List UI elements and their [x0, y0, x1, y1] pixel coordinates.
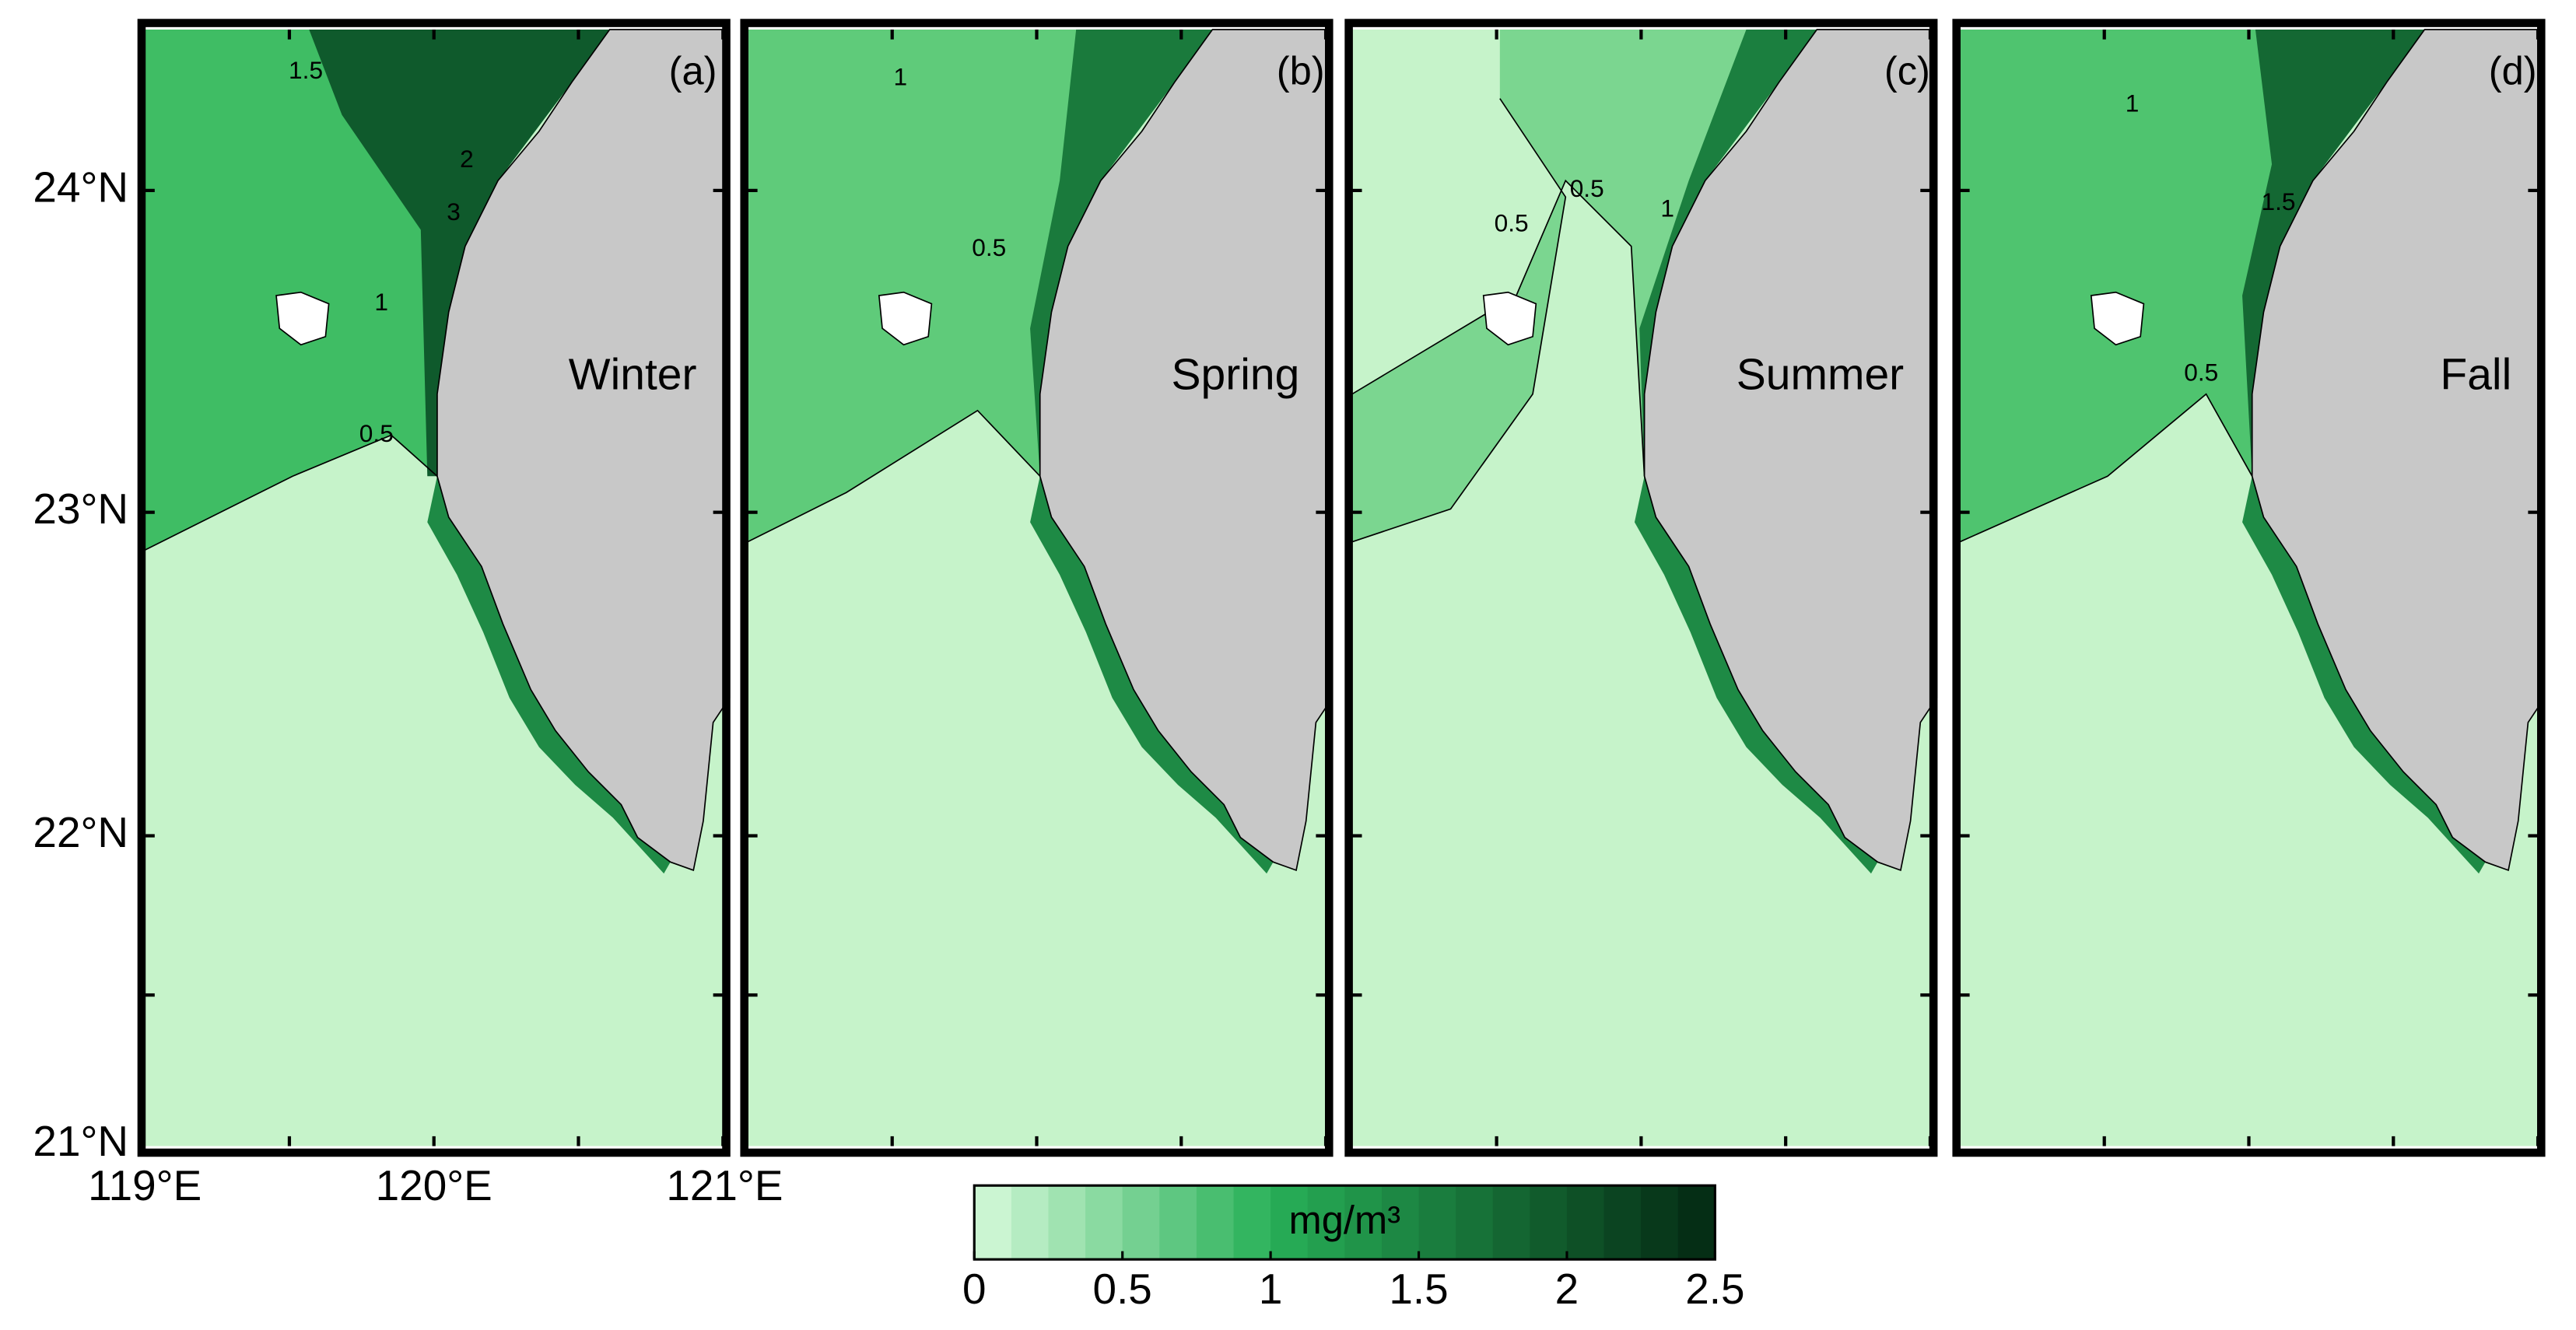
- colorbar-tick-label: 2.5: [1685, 1265, 1744, 1313]
- colorbar-segment: [1085, 1185, 1123, 1260]
- panel-frame: [137, 19, 731, 1157]
- colorbar-segment: [1011, 1185, 1050, 1260]
- contour-label: 0.5: [359, 419, 394, 447]
- contour-label: 0.5: [1570, 174, 1604, 202]
- map-panel: (d) Fall 1 1.5 0.5: [1952, 19, 2546, 1157]
- colorbar-tick-label: 1: [1259, 1265, 1283, 1313]
- y-axis-label: 23°N: [33, 485, 128, 533]
- contour-label: 1: [374, 288, 388, 316]
- colorbar-segment: [1641, 1185, 1679, 1260]
- panel-label: (b): [1277, 48, 1325, 93]
- season-label: Fall: [2440, 350, 2511, 400]
- land: [436, 29, 731, 872]
- contour-label: 1: [893, 63, 907, 91]
- colorbar-segment: [1344, 1185, 1383, 1260]
- colorbar-frame: [973, 1184, 1716, 1261]
- x-axis-label: 119°E: [88, 1161, 202, 1209]
- colorbar-segment: [1603, 1185, 1642, 1260]
- x-axis-label: 121°E: [666, 1161, 783, 1209]
- contour-label: 0.5: [2184, 359, 2218, 387]
- colorbar-segment: [1233, 1185, 1272, 1260]
- map-panel: (c) Summer 0.5 0.5 1: [1344, 19, 1938, 1157]
- season-label: Winter: [569, 350, 697, 400]
- colorbar-segment: [1270, 1185, 1309, 1260]
- land: [1643, 29, 1938, 872]
- colorbar-tick-label: 0.5: [1093, 1265, 1152, 1313]
- contour-line: [747, 409, 1041, 543]
- colorbar-segment: [974, 1185, 1012, 1260]
- y-axis-label: 22°N: [33, 808, 128, 856]
- contour-label: 1: [1660, 194, 1674, 222]
- panel-label: (d): [2489, 48, 2537, 93]
- island: [1482, 291, 1537, 346]
- chlorophyll-high: [1639, 30, 1817, 477]
- y-axis-label: 21°N: [33, 1117, 128, 1165]
- colorbar-segment: [1566, 1185, 1605, 1260]
- island: [2090, 291, 2145, 346]
- contour-line: [1959, 393, 2253, 543]
- island: [275, 291, 330, 346]
- colorbar-segment: [1381, 1185, 1420, 1260]
- colorbar-segment: [1307, 1185, 1346, 1260]
- colorbar-segment: [1530, 1185, 1568, 1260]
- contour-label: 0.5: [972, 233, 1006, 261]
- colorbar-segment: [1492, 1185, 1531, 1260]
- colorbar-segment: [1418, 1185, 1457, 1260]
- contour-label: 1.5: [2261, 187, 2295, 215]
- x-axis-label: 120°E: [376, 1161, 492, 1209]
- panel-frame: [1952, 19, 2546, 1157]
- contour-label: 1.5: [289, 56, 323, 84]
- colorbar-tick-label: 1.5: [1389, 1265, 1448, 1313]
- land: [2251, 29, 2546, 872]
- chlorophyll-high: [2242, 30, 2425, 477]
- colorbar-segment: [1048, 1185, 1087, 1260]
- colorbar-segment: [1122, 1185, 1161, 1260]
- map-panel: (a) Winter 1.5 2 3 1 0.5: [137, 19, 731, 1157]
- colorbar-tick-label: 0: [962, 1265, 987, 1313]
- colorbar-segment: [1677, 1185, 1716, 1260]
- contour-line: [144, 434, 438, 551]
- y-axis-label: 24°N: [33, 163, 128, 211]
- colorbar-tick-label: 2: [1555, 1265, 1579, 1313]
- panel-frame: [1344, 19, 1938, 1157]
- contour-label: 2: [460, 145, 474, 173]
- panel-frame: [740, 19, 1334, 1157]
- contour-label: 0.5: [1495, 209, 1529, 237]
- island: [878, 291, 933, 346]
- colorbar-segment: [1159, 1185, 1197, 1260]
- colorbar-segment: [1196, 1185, 1235, 1260]
- chlorophyll-high: [309, 30, 610, 477]
- contour-label: 1: [2126, 89, 2140, 117]
- land: [1039, 29, 1334, 872]
- season-label: Summer: [1737, 350, 1904, 400]
- panel-label: (c): [1884, 48, 1930, 93]
- colorbar-segment: [1456, 1185, 1494, 1260]
- map-panel: (b) Spring 1 0.5: [740, 19, 1334, 1157]
- chlorophyll-high: [1030, 30, 1213, 477]
- colorbar-unit: mg/m³: [1289, 1198, 1401, 1242]
- panel-label: (a): [669, 48, 717, 93]
- contour-label: 3: [447, 198, 461, 226]
- season-label: Spring: [1172, 350, 1300, 400]
